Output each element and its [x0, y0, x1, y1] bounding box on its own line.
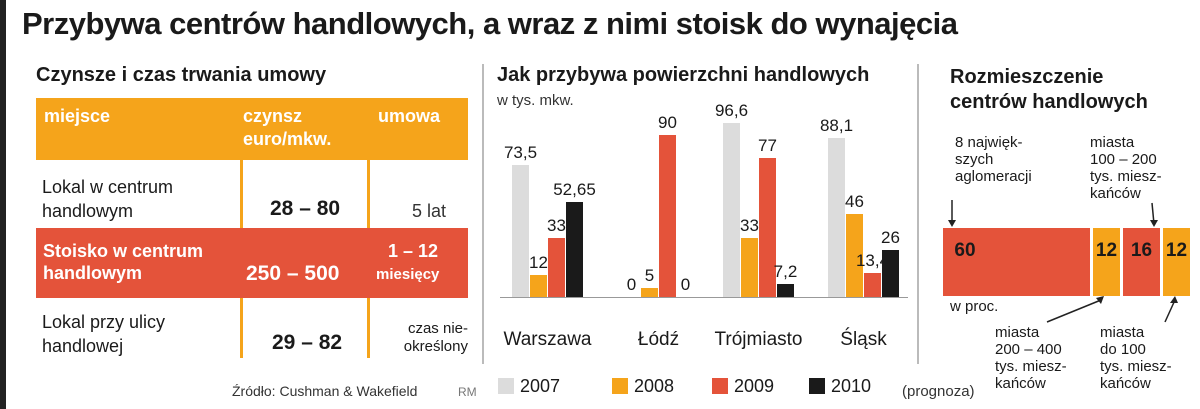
- bar-2007-0: [512, 164, 529, 297]
- seg4-desc: miasta do 100 tys. miesz- kańców: [1100, 324, 1172, 392]
- distribution-value-1: 12: [1095, 240, 1118, 261]
- bar-label-2008-0: 12: [529, 253, 548, 273]
- category-label-1: Łódź: [637, 329, 680, 350]
- seg2-desc: miasta 200 – 400 tys. miesz- kańców: [995, 324, 1067, 392]
- bar-2007-3: [828, 138, 845, 297]
- legend-label-2007: 2007: [520, 376, 561, 396]
- bar-label-2007-3: 88,1: [819, 116, 854, 136]
- seg1-desc: 8 najwięk- szych aglomeracji: [955, 134, 1032, 185]
- header-rent-line2: euro/mkw.: [243, 129, 332, 149]
- distribution-value-0: 60: [954, 240, 976, 261]
- row2-place-line1: Stoisko w centrum: [43, 241, 204, 261]
- row3-place-line1: Lokal przy ulicy: [42, 312, 166, 332]
- row2-rent: 250 – 500: [246, 262, 340, 285]
- legend-swatch-2010: [809, 378, 825, 394]
- distribution-value-3: 12: [1165, 240, 1188, 261]
- chart-title: Jak przybywa powierzchni handlowych: [497, 64, 870, 86]
- column-divider: [240, 298, 243, 358]
- bar-label-2010-0: 52,65: [553, 180, 596, 200]
- column-divider: [367, 298, 370, 358]
- legend-note: (prognoza): [902, 383, 975, 400]
- bar-2009-1: [659, 135, 676, 297]
- bar-label-2010-2: 7,2: [773, 262, 798, 282]
- bar-label-2010-1: 0: [680, 275, 691, 294]
- row2-contract-line2: miesięcy: [376, 266, 440, 283]
- bar-label-2008-1: 5: [644, 266, 655, 285]
- bar-label-2009-3: 13,4: [855, 250, 890, 270]
- column-divider: [367, 160, 370, 228]
- table-subtitle: Czynsze i czas trwania umowy: [36, 64, 327, 86]
- source-note: Źródło: Cushman & Wakefield: [232, 383, 418, 399]
- row2-highlight: Stoisko w centrum handlowym 250 – 500 1 …: [36, 228, 468, 298]
- legend-swatch-2008: [612, 378, 628, 394]
- bar-label-2008-3: 46: [845, 192, 864, 212]
- distribution-value-2: 16: [1130, 240, 1153, 261]
- bar-2009-0: [548, 237, 565, 297]
- bar-2008-2: [741, 237, 758, 297]
- distribution-segment-3: [1163, 228, 1190, 296]
- bar-2010-2: [777, 284, 794, 297]
- bar-2010-3: [882, 250, 899, 297]
- row3-contract-line2: określony: [403, 338, 468, 355]
- bar-label-2009-1: 90: [658, 113, 677, 132]
- bar-label-2008-2: 33: [740, 215, 759, 235]
- panel-divider: [482, 64, 484, 364]
- bar-2008-0: [530, 275, 547, 297]
- header-rent-line1: czynsz: [243, 106, 303, 126]
- row2-place-line2: handlowym: [43, 263, 143, 283]
- bar-2010-0: [566, 202, 583, 297]
- category-label-2: Trójmiasto: [714, 329, 803, 350]
- legend-label-2010: 2010: [831, 376, 872, 396]
- row1-place-line1: Lokal w centrum: [42, 177, 174, 197]
- row1-contract: 5 lat: [412, 201, 447, 221]
- distribution-unit: w proc.: [950, 298, 999, 315]
- row3-contract-line1: czas nie-: [407, 320, 468, 337]
- legend-label-2009: 2009: [734, 376, 775, 396]
- bar-label-2009-0: 33: [547, 215, 566, 235]
- legend-swatch-2009: [712, 378, 728, 394]
- legend-label-2008: 2008: [634, 376, 675, 396]
- credit: RM: [458, 385, 477, 399]
- panel-divider: [917, 64, 919, 364]
- chart-unit: w tys. mkw.: [497, 92, 574, 109]
- row1-place-line2: handlowym: [42, 201, 134, 221]
- header-place: miejsce: [44, 106, 111, 126]
- bar-2007-2: [723, 123, 740, 297]
- distribution-subtitle-line1: Rozmieszczenie: [950, 66, 1104, 88]
- distribution-segment-1: [1093, 228, 1120, 296]
- distribution-segment-0: [943, 228, 1090, 296]
- row3-place-line2: handlowej: [42, 336, 124, 356]
- bar-label-2010-3: 26: [881, 228, 900, 248]
- category-label-3: Śląsk: [840, 329, 887, 350]
- legend-swatch-2007: [498, 378, 514, 394]
- category-label-0: Warszawa: [503, 329, 592, 350]
- distribution-segment-2: [1123, 228, 1160, 296]
- bar-label-2007-2: 96,6: [714, 101, 749, 121]
- left-accent-bar: [0, 0, 6, 409]
- table-header: miejsce czynsz euro/mkw. umowa: [36, 98, 468, 160]
- row3-rent: 29 – 82: [272, 331, 343, 354]
- column-divider: [240, 160, 243, 228]
- bar-2009-2: [759, 158, 776, 297]
- row1-rent: 28 – 80: [270, 197, 341, 220]
- bar-2008-3: [846, 214, 863, 297]
- bar-label-2007-0: 73,5: [503, 142, 538, 162]
- bar-2009-3: [864, 272, 881, 297]
- seg3-desc: miasta 100 – 200 tys. miesz- kańców: [1090, 134, 1162, 202]
- bar-label-2007-1: 0: [626, 275, 637, 294]
- row2-contract-line1: 1 – 12: [388, 241, 439, 261]
- header-contract: umowa: [378, 106, 441, 126]
- chart-baseline: [500, 297, 908, 298]
- page-title: Przybywa centrów handlowych, a wraz z ni…: [22, 6, 958, 41]
- bar-2008-1: [641, 288, 658, 297]
- distribution-subtitle-line2: centrów handlowych: [950, 91, 1148, 113]
- bar-label-2009-2: 77: [758, 136, 777, 156]
